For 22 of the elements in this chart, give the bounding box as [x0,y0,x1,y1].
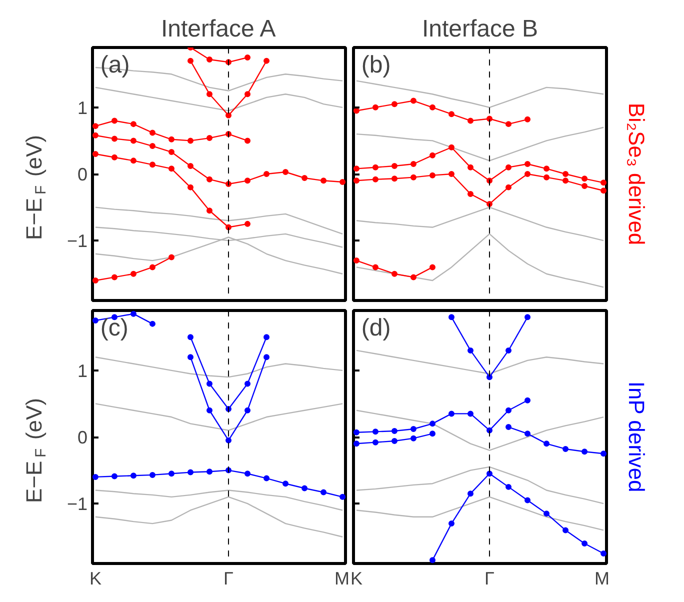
y-tick-label: 1 [77,360,88,381]
x-tick-label: M [334,568,350,588]
x-tick-label: M [594,568,610,588]
x-tick-label: Γ [484,568,495,588]
y-tick-label: 0 [77,164,88,184]
annotation: (c) [100,314,128,342]
y-tick-label: 0 [77,428,88,448]
annotation: (a) [100,52,130,78]
x-tick-label: K [89,568,102,588]
y-tick-label: −1 [66,231,88,252]
y-axis-title: E−EF (eV) [22,135,50,240]
x-tick-label: Γ [224,568,234,588]
chart-title: Interface A [160,16,276,42]
chart-title: Interface B [422,16,538,42]
annotation: (d) [361,314,391,342]
x-tick-label: K [350,568,362,588]
text: InP derived [624,381,649,492]
annotation: (b) [361,52,391,78]
y-tick-label: 1 [77,98,88,118]
y-tick-label: −1 [66,494,88,514]
y-axis-title: E−EF (eV) [22,398,50,504]
text: Bi₂Se₃ derived [624,102,649,246]
